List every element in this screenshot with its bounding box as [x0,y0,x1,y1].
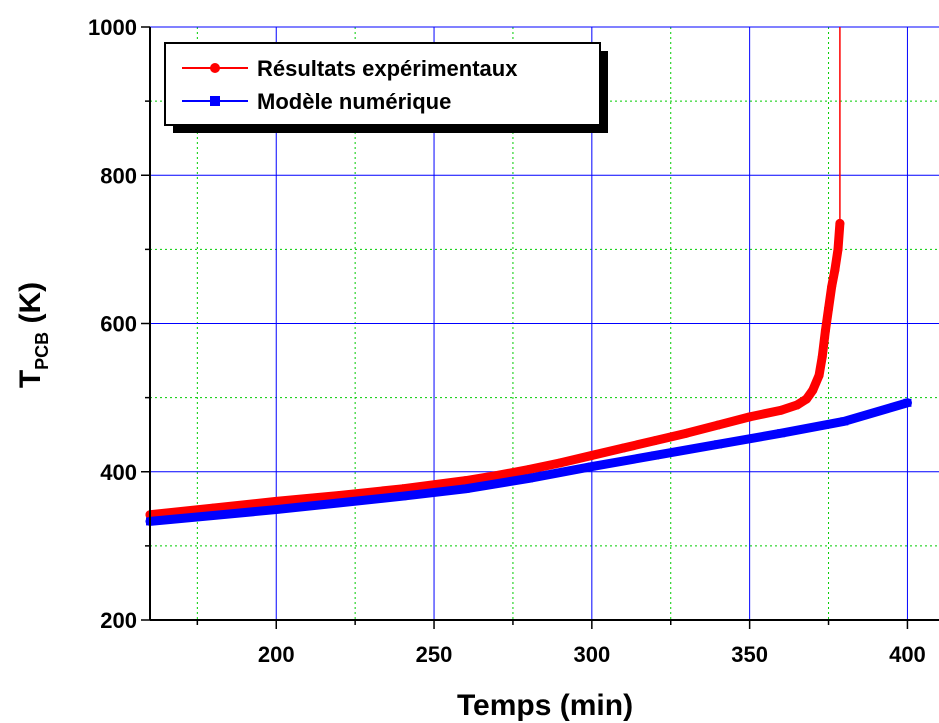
data-point [650,451,659,460]
data-point [827,281,837,291]
data-point [814,370,824,380]
data-point [840,417,849,426]
x-tick-label: 200 [258,642,295,667]
data-point [777,429,786,438]
data-point [397,484,407,494]
data-point [461,476,471,486]
data-point [271,496,281,506]
legend-marker-experimental [210,63,220,73]
data-point [587,462,596,471]
data-point [808,385,818,395]
y-tick-label: 600 [100,312,137,337]
data-point [792,400,802,410]
data-point [830,265,840,275]
series-line [145,218,845,520]
data-point [801,394,811,404]
legend: Résultats expérimentaux Modèle numérique [164,42,608,133]
data-point [209,511,218,520]
data-point [713,420,723,430]
data-point [524,474,533,483]
legend-label-model: Modèle numérique [257,89,451,114]
data-point [208,503,218,513]
data-point [555,458,565,468]
legend-marker-model [210,96,220,106]
data-point [820,326,830,336]
data-point [745,412,755,422]
y-tick-label: 1000 [88,15,137,40]
x-axis-label: Temps (min) [457,689,633,722]
data-point [524,465,534,475]
y-tick-label: 400 [100,460,137,485]
data-point [587,450,597,460]
y-axis-label-main: T [14,370,47,388]
data-point [650,436,660,446]
x-tick-label: 300 [573,642,610,667]
data-point [903,398,912,407]
x-tick-label: 400 [889,642,926,667]
y-axis-label-sub: PCB [32,332,52,370]
data-point [824,304,834,314]
data-point [492,470,502,480]
series-0 [145,27,845,520]
y-tick-label: 800 [100,163,137,188]
data-point [334,490,344,500]
data-point [618,443,628,453]
data-point [335,498,344,507]
y-axis-label: TPCB (K) [14,282,52,388]
data-point [817,352,827,362]
data-point [682,428,692,438]
x-tick-label: 350 [731,642,768,667]
data-point [272,505,281,514]
data-point [461,484,470,493]
data-point [833,244,843,254]
data-point [714,440,723,449]
data-point [776,405,786,415]
x-tick-label: 250 [416,642,453,667]
legend-label-experimental: Résultats expérimentaux [257,56,518,81]
legend-box [164,42,601,126]
y-axis-label-unit: (K) [14,282,47,332]
y-tick-label: 200 [100,608,137,633]
axes [141,26,939,629]
tick-labels: 200 250 300 350 400 200 400 600 800 1000 [88,15,926,667]
data-point [398,492,407,501]
